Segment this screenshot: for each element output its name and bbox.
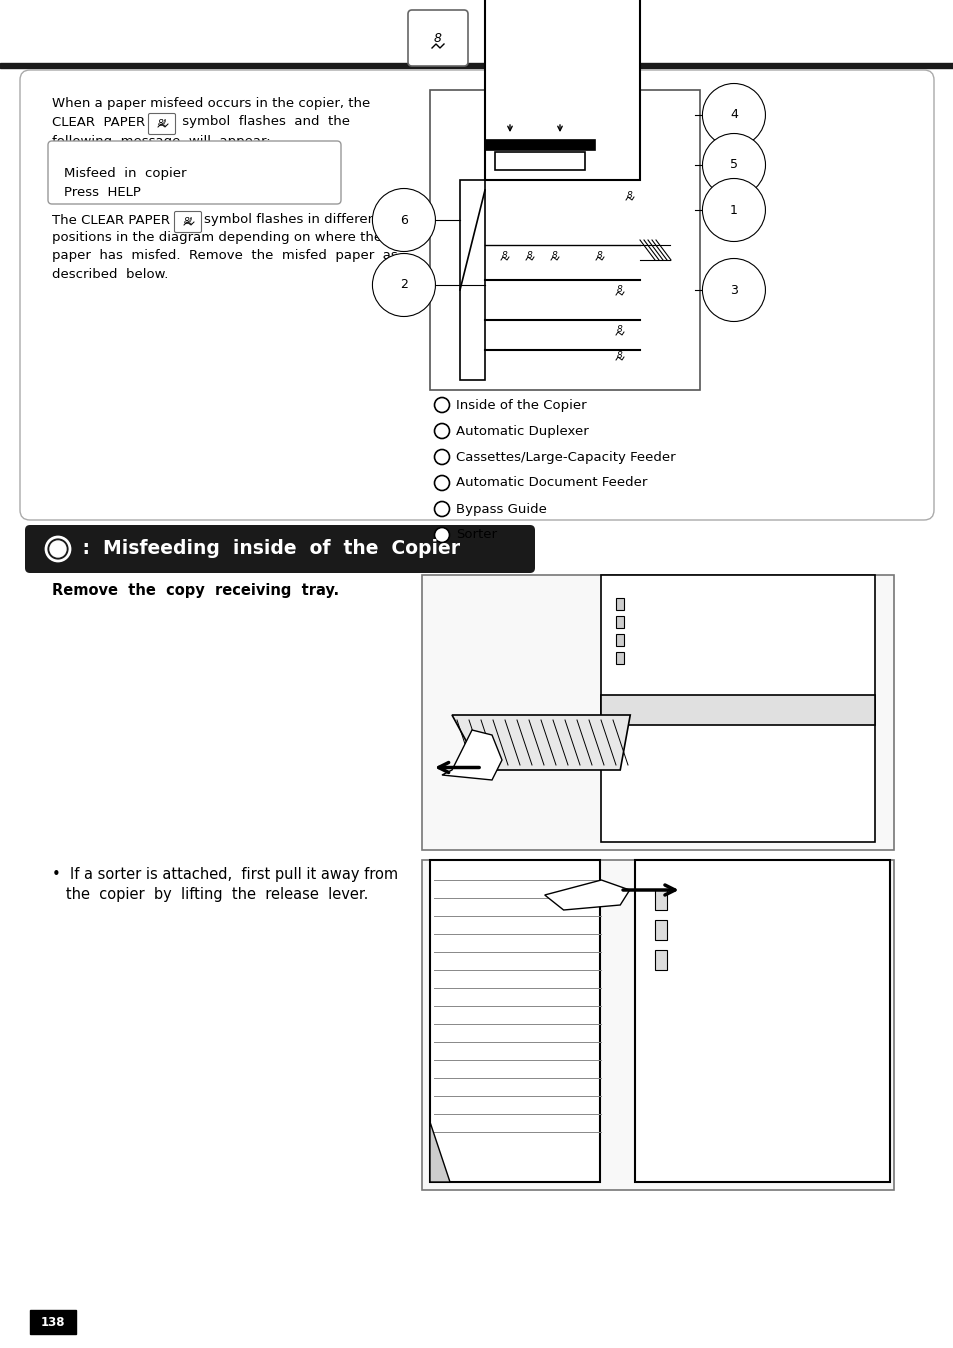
Text: Misfeed  in  copier: Misfeed in copier xyxy=(64,167,186,179)
Text: 5: 5 xyxy=(729,159,738,171)
Bar xyxy=(616,634,623,646)
Text: Remove  the  copy  receiving  tray.: Remove the copy receiving tray. xyxy=(52,582,338,597)
Text: When a paper misfeed occurs in the copier, the: When a paper misfeed occurs in the copie… xyxy=(52,97,370,109)
Text: 8ℓ: 8ℓ xyxy=(157,119,167,128)
Circle shape xyxy=(434,398,449,412)
Text: 4: 4 xyxy=(729,108,737,121)
Polygon shape xyxy=(544,880,629,910)
Text: positions in the diagram depending on where the: positions in the diagram depending on wh… xyxy=(52,232,382,244)
Text: •  If a sorter is attached,  first pull it away from: • If a sorter is attached, first pull it… xyxy=(52,868,397,883)
Text: Automatic Duplexer: Automatic Duplexer xyxy=(456,425,588,438)
Text: 2: 2 xyxy=(399,279,408,291)
Bar xyxy=(616,616,623,628)
Text: 1: 1 xyxy=(729,204,737,217)
Text: 8ℓ: 8ℓ xyxy=(183,217,193,225)
Polygon shape xyxy=(430,1122,450,1182)
Circle shape xyxy=(434,449,449,465)
Text: 8: 8 xyxy=(617,286,622,294)
FancyBboxPatch shape xyxy=(408,9,468,66)
FancyBboxPatch shape xyxy=(149,113,175,135)
Text: CLEAR  PAPER: CLEAR PAPER xyxy=(52,116,150,128)
FancyBboxPatch shape xyxy=(174,212,201,232)
Bar xyxy=(484,0,639,181)
Bar xyxy=(0,63,953,67)
Text: 3: 3 xyxy=(729,283,737,297)
Circle shape xyxy=(434,527,449,542)
FancyBboxPatch shape xyxy=(25,524,535,573)
Text: the  copier  by  lifting  the  release  lever.: the copier by lifting the release lever. xyxy=(52,887,368,903)
Bar xyxy=(421,860,893,1190)
Bar xyxy=(430,90,700,390)
Text: symbol  flashes  and  the: symbol flashes and the xyxy=(178,116,350,128)
Text: Cassettes/Large-Capacity Feeder: Cassettes/Large-Capacity Feeder xyxy=(456,450,675,464)
Bar xyxy=(600,576,874,842)
Bar xyxy=(616,652,623,665)
Text: Sorter: Sorter xyxy=(456,528,497,542)
Text: 138: 138 xyxy=(41,1316,65,1329)
Text: 6: 6 xyxy=(399,213,408,226)
Text: 8: 8 xyxy=(617,325,622,334)
Text: 8: 8 xyxy=(527,251,533,260)
Bar xyxy=(495,152,584,170)
Bar xyxy=(421,576,893,851)
Text: 8: 8 xyxy=(552,251,558,260)
Text: 8: 8 xyxy=(617,350,622,360)
Text: Bypass Guide: Bypass Guide xyxy=(456,503,546,515)
Polygon shape xyxy=(441,731,501,780)
Circle shape xyxy=(46,537,70,561)
Text: paper  has  misfed.  Remove  the  misfed  paper  as: paper has misfed. Remove the misfed pape… xyxy=(52,249,397,263)
Bar xyxy=(600,696,874,725)
Circle shape xyxy=(434,423,449,438)
Bar xyxy=(655,890,666,910)
Text: described  below.: described below. xyxy=(52,267,168,280)
Text: 8: 8 xyxy=(626,190,632,200)
FancyBboxPatch shape xyxy=(20,70,933,520)
Text: symbol flashes in different: symbol flashes in different xyxy=(204,213,381,226)
Bar xyxy=(635,860,889,1182)
Text: :  Misfeeding  inside  of  the  Copier: : Misfeeding inside of the Copier xyxy=(76,539,459,558)
Circle shape xyxy=(50,541,66,557)
Bar xyxy=(616,599,623,611)
Text: Press  HELP: Press HELP xyxy=(64,186,141,200)
Text: The CLEAR PAPER: The CLEAR PAPER xyxy=(52,213,174,226)
Polygon shape xyxy=(459,181,484,380)
Text: Automatic Document Feeder: Automatic Document Feeder xyxy=(456,476,647,489)
Bar xyxy=(655,950,666,971)
Text: 8: 8 xyxy=(597,251,602,260)
Bar xyxy=(430,860,599,1182)
Bar xyxy=(655,919,666,940)
Bar xyxy=(484,140,595,150)
Text: Inside of the Copier: Inside of the Copier xyxy=(456,399,586,411)
FancyBboxPatch shape xyxy=(48,142,340,204)
Circle shape xyxy=(434,501,449,516)
Text: following  message  will  appear:: following message will appear: xyxy=(52,135,271,147)
Bar xyxy=(30,1310,76,1335)
Text: 8: 8 xyxy=(501,251,507,260)
Text: 8: 8 xyxy=(434,31,441,44)
Polygon shape xyxy=(452,714,630,770)
Circle shape xyxy=(434,476,449,491)
